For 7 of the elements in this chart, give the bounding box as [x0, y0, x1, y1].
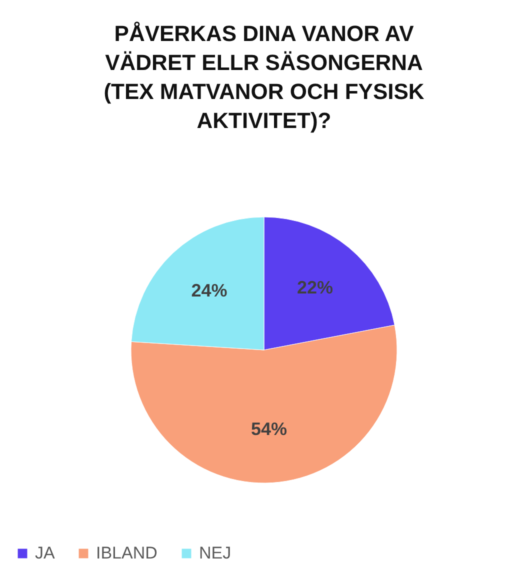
- legend-label: NEJ: [199, 544, 232, 563]
- legend-label: JA: [35, 544, 56, 563]
- chart-title: PÅVERKAS DINA VANOR AV VÄDRET ELLR SÄSONGERNA (TEX MATVANOR OCH FYSISK AKTIVITET)?: [104, 21, 424, 133]
- data-label: 22%: [296, 277, 334, 298]
- data-label: 54%: [251, 418, 288, 439]
- data-label: 24%: [191, 280, 228, 301]
- legend-label: IBLAND: [96, 544, 158, 563]
